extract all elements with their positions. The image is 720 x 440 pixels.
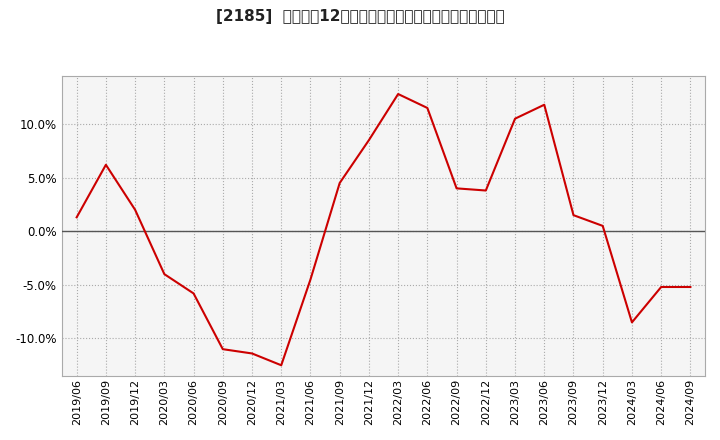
Text: [2185]  売上高の12か月移動合計の対前年同期増減率の推移: [2185] 売上高の12か月移動合計の対前年同期増減率の推移 xyxy=(215,9,505,24)
